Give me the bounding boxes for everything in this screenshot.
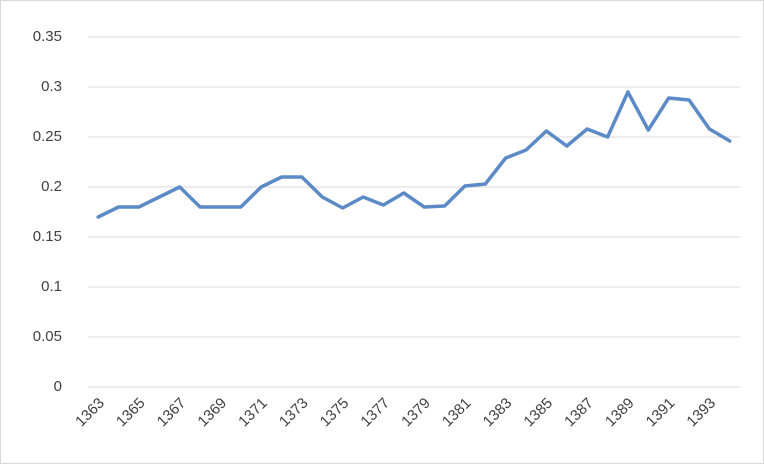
data-line — [96, 90, 732, 219]
y-tick-label: 0.15 — [33, 228, 62, 245]
y-tick-label: 0.05 — [33, 328, 62, 345]
y-tick-label: 0.2 — [41, 178, 62, 195]
y-tick-label: 0.3 — [41, 78, 62, 95]
y-tick-label: 0.25 — [33, 128, 62, 145]
y-tick-label: 0.35 — [33, 28, 62, 45]
y-tick-label: 0 — [54, 378, 62, 395]
y-tick-label: 0.1 — [41, 278, 62, 295]
